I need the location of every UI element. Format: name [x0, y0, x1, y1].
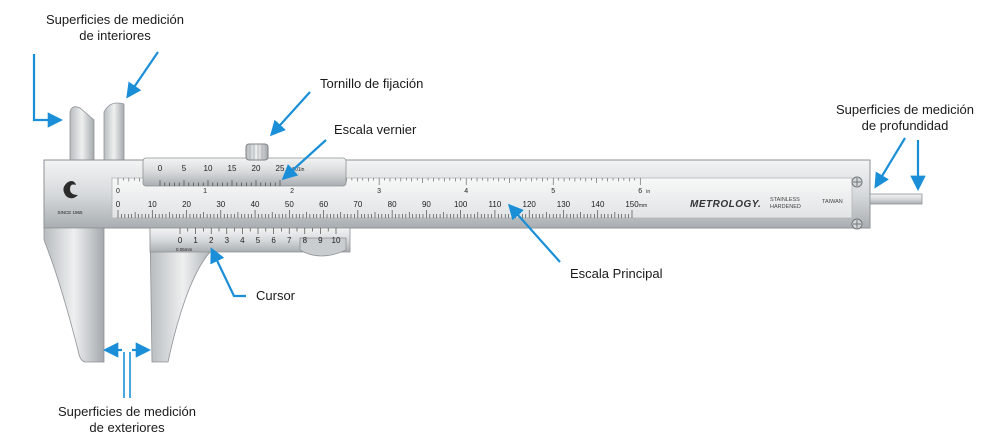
main-inch-number: 1: [203, 188, 207, 195]
vernier-inch-number: 10: [204, 164, 213, 173]
arrow-inside-left: [32, 54, 64, 128]
main-inch-number: 3: [377, 188, 381, 195]
main-mm-number: 40: [251, 200, 260, 209]
vernier-mm-number: 5: [256, 236, 261, 245]
vernier-inch-number: 25: [276, 164, 285, 173]
vernier-inch-number: 5: [182, 164, 187, 173]
main-mm-number: 140: [591, 200, 605, 209]
main-inch-number: 0: [116, 188, 120, 195]
brand-logo: SINCE 1965: [57, 181, 83, 215]
label-outside-jaws-line2: de exteriores: [89, 420, 165, 435]
vernier-mm-number: 6: [271, 236, 276, 245]
arrow-cursor: [210, 247, 246, 298]
vernier-inch-number: 0: [158, 164, 163, 173]
main-mm-number: 10: [148, 200, 157, 209]
label-outside-jaws: Superficies de medición de exteriores: [42, 404, 212, 436]
label-locking-screw: Tornillo de fijación: [320, 76, 424, 91]
inside-measuring-jaws: [69, 102, 125, 161]
brand-name: METROLOGY.: [690, 199, 761, 210]
main-mm-unit: mm: [639, 203, 647, 209]
label-inside-jaws-line1: Superficies de medición: [45, 12, 185, 27]
arrow-locking-screw: [269, 91, 311, 137]
main-mm-number: 30: [216, 200, 225, 209]
main-mm-number: 150: [625, 200, 639, 209]
vernier-mm-number: 0: [178, 236, 183, 245]
vernier-inch-number: 20: [252, 164, 261, 173]
label-depth-rod-line1: Superficies de medición: [835, 102, 975, 117]
main-mm-number: 70: [353, 200, 362, 209]
arrow-depth-left: [874, 137, 906, 189]
main-inch-number: 5: [551, 188, 555, 195]
outside-measuring-jaws: [43, 227, 217, 363]
vernier-mm-number: 7: [287, 236, 292, 245]
main-inch-unit: in: [646, 189, 650, 195]
main-mm-number: 80: [388, 200, 397, 209]
main-mm-number: 100: [454, 200, 468, 209]
label-depth-rod: Superficies de medición de profundidad: [820, 102, 990, 134]
callout-arrows: [32, 51, 926, 398]
vernier-mm-number: 4: [240, 236, 245, 245]
main-mm-number: 130: [557, 200, 571, 209]
main-mm-number: 90: [422, 200, 431, 209]
main-inch-number: 6: [638, 188, 642, 195]
vernier-mm-number: 9: [318, 236, 323, 245]
vernier-inch-number: 15: [228, 164, 237, 173]
main-mm-number: 60: [319, 200, 328, 209]
vernier-mm-number: 3: [225, 236, 230, 245]
arrow-main-scale: [507, 203, 561, 263]
main-inch-number: 2: [290, 188, 294, 195]
label-outside-jaws-line1: Superficies de medición: [57, 404, 197, 419]
vernier-mm-number: 10: [332, 236, 341, 245]
vernier-mm-number: 2: [209, 236, 214, 245]
label-depth-rod-line2: de profundidad: [861, 118, 949, 133]
arrow-vernier-scale: [281, 139, 327, 181]
main-mm-number: 20: [182, 200, 191, 209]
origin-mark: TAIWAN: [822, 199, 843, 205]
arrow-inside-right: [126, 51, 159, 99]
main-mm-number: 110: [489, 200, 502, 209]
vernier-mm-number: 1: [193, 236, 198, 245]
logo-caption: SINCE 1965: [57, 210, 83, 215]
label-vernier-scale: Escala vernier: [334, 122, 417, 137]
label-cursor: Cursor: [256, 288, 296, 303]
main-inch-number: 4: [464, 188, 468, 195]
vernier-mm-number: 8: [303, 236, 308, 245]
main-mm-number: 120: [523, 200, 537, 209]
label-inside-jaws-line2: de interiores: [79, 28, 151, 43]
swan-logo-icon: [63, 181, 78, 199]
label-inside-jaws: Superficies de medición de interiores: [30, 12, 200, 44]
main-mm-number: 50: [285, 200, 294, 209]
label-main-scale: Escala Principal: [570, 266, 663, 281]
finish-line1: STAINLESS: [770, 197, 800, 203]
finish-line2: HARDENED: [770, 204, 801, 210]
vernier-mm-unit: 0.05mm: [176, 247, 193, 252]
main-mm-number: 0: [116, 200, 121, 209]
